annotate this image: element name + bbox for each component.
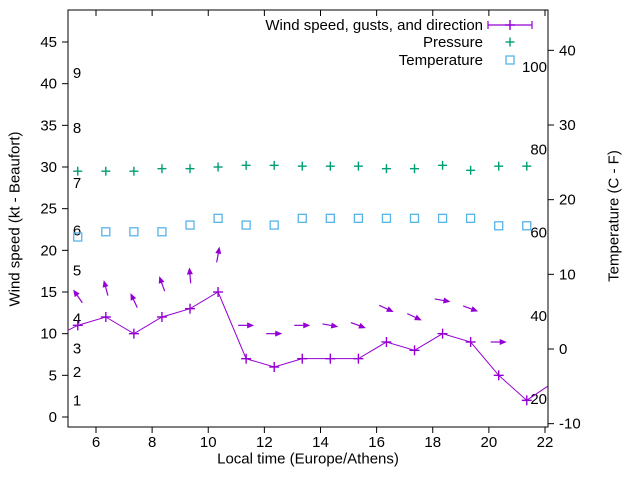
gust-arrow-head <box>414 314 422 321</box>
y-right-tick-label: 40 <box>559 42 576 59</box>
y-left-tick-label: 20 <box>40 242 57 259</box>
temperature-marker <box>353 213 364 223</box>
gust-arrow-head <box>330 322 339 329</box>
y-left-tick-label: 0 <box>49 409 57 426</box>
y-left-tick-label: 15 <box>40 284 57 301</box>
gust-arrow-head <box>130 293 137 301</box>
gust-arrow-head <box>275 330 283 337</box>
temperature-marker <box>157 227 167 237</box>
temperature-marker <box>73 232 83 242</box>
y-left-tick-label: 10 <box>40 326 57 343</box>
fahrenheit-scale-label: 100 <box>522 59 547 76</box>
fahrenheit-scale-label: 40 <box>530 308 547 325</box>
gust-arrow-head <box>443 297 451 304</box>
temperature-marker <box>213 213 223 223</box>
x-tick-label: 12 <box>256 434 273 451</box>
y-left-tick-label: 5 <box>49 367 57 384</box>
legend-sample-square <box>505 55 515 65</box>
beaufort-scale-label: 3 <box>73 341 81 358</box>
temperature-marker <box>129 227 139 237</box>
y-right-tick-label: 0 <box>559 341 567 358</box>
x-axis-label: Local time (Europe/Athens) <box>217 450 399 468</box>
gust-arrow-head <box>186 267 193 275</box>
temperature-marker <box>185 220 195 230</box>
beaufort-scale-label: 1 <box>73 392 81 409</box>
temperature-marker <box>437 213 448 223</box>
y-left-tick-label: 30 <box>40 159 57 176</box>
fahrenheit-scale-label: 20 <box>530 391 547 408</box>
y-right-tick-label: -10 <box>559 416 581 433</box>
temperature-marker <box>325 213 335 223</box>
temperature-marker <box>409 213 420 223</box>
fahrenheit-scale-label: 60 <box>530 225 547 242</box>
x-tick-label: 22 <box>537 434 554 451</box>
y-right-tick-label: 30 <box>559 117 576 134</box>
temperature-marker <box>494 221 504 231</box>
legend-label: Temperature <box>399 52 483 69</box>
fahrenheit-scale-label: 80 <box>530 142 547 159</box>
gust-arrow-head <box>102 280 109 288</box>
x-tick-label: 6 <box>92 434 100 451</box>
temperature-marker <box>465 213 476 223</box>
x-tick-label: 14 <box>312 434 329 451</box>
x-tick-label: 8 <box>148 434 156 451</box>
gust-arrow-head <box>358 322 366 329</box>
y-left-tick-label: 40 <box>40 76 57 93</box>
gust-arrow-head <box>499 339 507 346</box>
beaufort-scale-label: 6 <box>73 222 81 239</box>
beaufort-scale-label: 2 <box>73 364 81 381</box>
plot-border <box>67 9 549 428</box>
gust-arrow-head <box>158 276 165 284</box>
beaufort-scale-label: 5 <box>73 262 81 279</box>
gust-arrow-head <box>247 322 255 329</box>
gust-arrow-head <box>386 306 394 313</box>
y-left-tick-label: 45 <box>40 34 57 51</box>
wind-speed-line <box>67 291 549 401</box>
temperature-marker <box>297 213 307 223</box>
temperature-marker <box>522 221 532 231</box>
y-left-tick-label: 35 <box>40 117 57 134</box>
x-tick-label: 10 <box>200 434 217 451</box>
x-tick-label: 20 <box>481 434 498 451</box>
legend-label: Wind speed, gusts, and direction <box>265 17 483 34</box>
y-right-tick-label: 10 <box>559 266 576 283</box>
y-axis-label-left: Wind speed (kt - Beaufort) <box>6 131 24 307</box>
y-right-tick-label: 20 <box>559 192 576 209</box>
x-tick-label: 18 <box>424 434 441 451</box>
legend-label: Pressure <box>423 34 483 51</box>
gust-arrow-head <box>215 246 222 255</box>
beaufort-scale-label: 7 <box>73 175 81 192</box>
y-left-tick-label: 25 <box>40 201 57 218</box>
temperature-marker <box>269 220 279 230</box>
temperature-marker <box>241 220 251 230</box>
x-tick-label: 16 <box>368 434 385 451</box>
y-axis-label-right: Temperature (C - F) <box>605 150 623 282</box>
beaufort-scale-label: 9 <box>73 65 81 82</box>
beaufort-scale-label: 8 <box>73 120 81 137</box>
temperature-marker <box>381 213 392 223</box>
beaufort-scale-label: 4 <box>73 311 81 328</box>
gust-arrow-head <box>73 289 80 298</box>
temperature-marker <box>101 227 111 237</box>
gust-arrow-head <box>303 322 311 329</box>
gust-arrow-head <box>470 306 479 312</box>
